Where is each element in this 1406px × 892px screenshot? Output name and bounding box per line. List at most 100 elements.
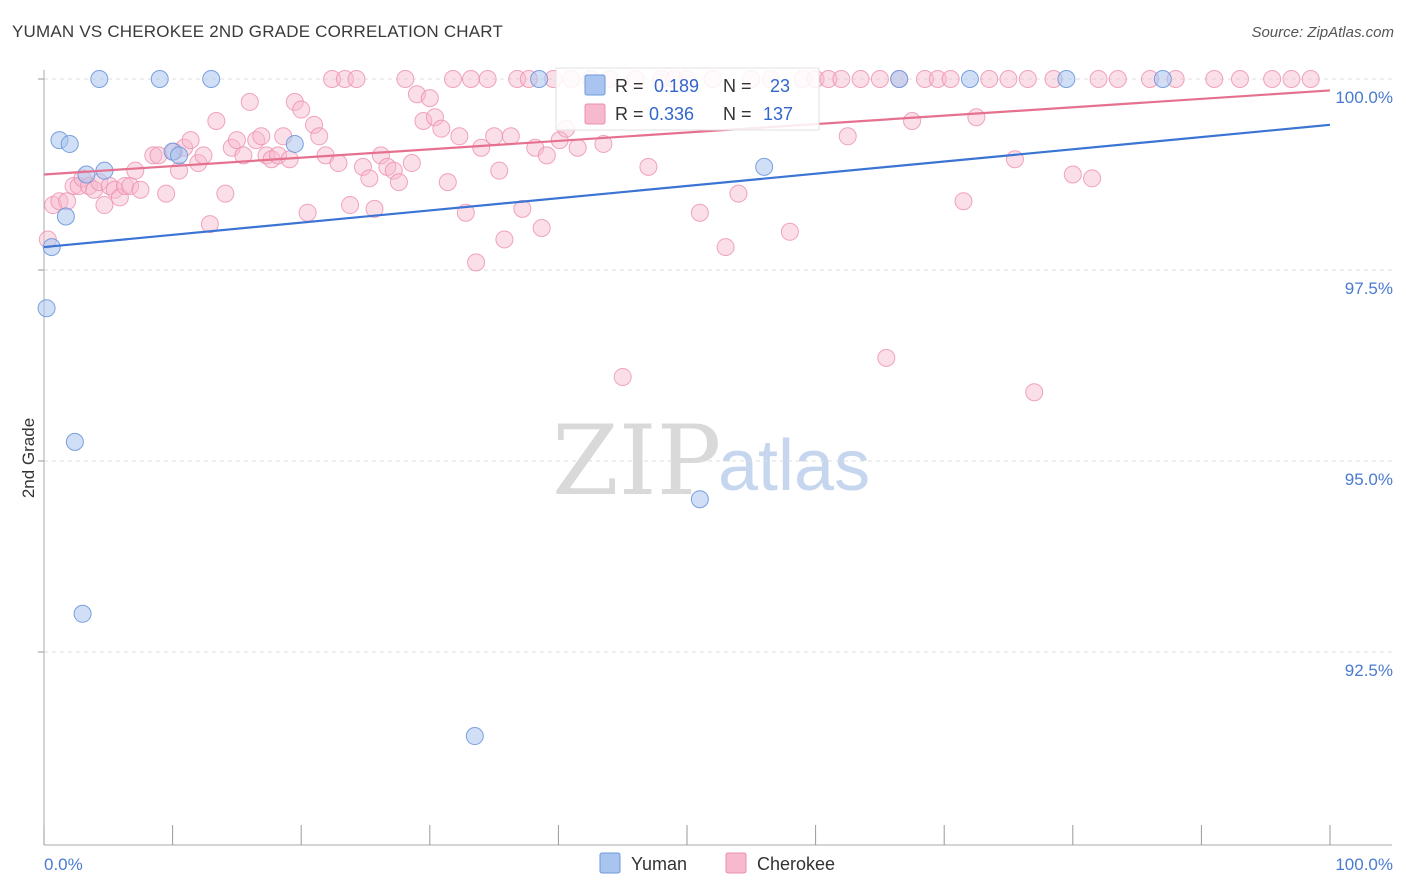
cherokee-point [50,192,69,211]
cherokee-point [298,203,317,222]
cherokee-point [181,131,200,150]
cherokee-point [513,199,532,218]
cherokee-point [928,70,947,88]
cherokee-point [537,146,556,165]
cherokee-point [305,115,324,134]
cherokee-point [360,169,379,188]
cherokee-point [819,70,838,88]
yuman-r-value: 0.189 [654,76,699,96]
y-tick-label: 95.0% [1345,470,1393,489]
cherokee-point [110,188,129,207]
cherokee-point [329,154,348,173]
cherokee-point [443,70,462,88]
cherokee-point [1018,70,1037,88]
cherokee-point [501,127,520,146]
cherokee-point [1063,165,1082,184]
cherokee-point [402,154,421,173]
cherokee-r-value: 0.336 [649,104,694,124]
cherokee-point [690,203,709,222]
cherokee-swatch [584,103,606,125]
cherokee-point [478,70,497,88]
cherokee-point [485,127,504,146]
trend-lines [43,89,1331,249]
cherokee-point [252,127,271,146]
cherokee-point [568,138,587,157]
cherokee-point [472,138,491,157]
cherokee-point [341,196,360,215]
yuman-point [150,70,169,88]
series-legend: Yuman Cherokee [599,852,835,874]
cherokee-point [194,146,213,165]
cherokee-point [200,215,219,234]
cherokee-point [729,184,748,203]
yuman-n-label: N = [723,76,752,96]
cherokee-point [780,222,799,241]
cherokee-n-label: N = [723,104,752,124]
grid [44,78,1392,653]
cherokee-point [353,157,372,176]
cherokee-point [903,112,922,131]
cherokee-point [292,100,311,119]
cherokee-point [414,112,433,131]
yuman-point [285,134,304,153]
legend-cherokee-swatch [725,852,747,874]
y-tick-label: 92.5% [1345,661,1393,680]
cherokee-point [450,127,469,146]
cherokee-point [95,196,114,215]
cherokee-point [227,131,246,150]
cherokee-point [144,146,163,165]
cherokee-n-value: 137 [763,104,793,124]
cherokee-point [461,70,480,88]
x-tick-label-end: 100.0% [1335,855,1393,874]
yuman-r-label: R = [615,76,644,96]
yuman-swatch [584,74,606,96]
cherokee-point [851,70,870,88]
cherokee-point [1263,70,1282,88]
cherokee-point [216,184,235,203]
yuman-point [60,134,79,153]
cherokee-point [954,192,973,211]
cherokee-point [425,108,444,127]
cherokee-point [967,108,986,127]
axes: 100.0% 97.5% 95.0% 92.5% 0.0% 100.0% 2nd Grade [19,70,1393,874]
cherokee-point [157,184,176,203]
chart-title: YUMAN VS CHEROKEE 2ND GRADE CORRELATION … [12,22,504,41]
yuman-point [202,70,221,88]
cherokee-point [1089,70,1108,88]
cherokee-point [1282,70,1301,88]
yuman-point [960,70,979,88]
cherokee-point [941,70,960,88]
yuman-point [1057,70,1076,88]
cherokee-point [285,92,304,111]
legend-yuman-label: Yuman [631,854,687,874]
yuman-point [690,490,709,509]
stats-legend: R = 0.189 N = 23 R = 0.336 N = 137 [555,67,820,131]
cherokee-point [384,161,403,180]
cherokee-point [240,92,259,111]
cherokee-point [838,127,857,146]
yuman-point [890,70,909,88]
cherokee-point [1025,383,1044,402]
legend-cherokee-label: Cherokee [757,854,835,874]
yuman-point [170,146,189,165]
yuman-point [56,207,75,226]
cherokee-point [613,367,632,386]
cherokee-point [594,134,613,153]
y-tick-label: 100.0% [1335,88,1393,107]
cherokee-point [438,173,457,192]
cherokee-point [1230,70,1249,88]
yuman-point [90,70,109,88]
cherokee-point [389,173,408,192]
cherokee-point [832,70,851,88]
cherokee-point [915,70,934,88]
legend-yuman-swatch [599,852,621,874]
yuman-point [65,432,84,451]
cherokee-point [467,253,486,272]
cherokee-point [310,127,329,146]
cherokee-r-label: R = [615,104,644,124]
cherokee-point [64,176,83,195]
cherokee-point [365,199,384,218]
cherokee-point [432,119,451,138]
yuman-points [37,70,1172,746]
